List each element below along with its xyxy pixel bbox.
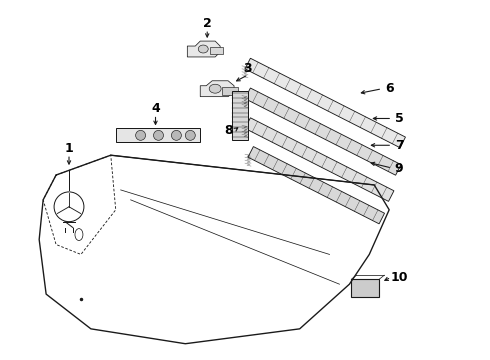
Polygon shape [351,279,379,297]
Circle shape [153,130,164,140]
Polygon shape [245,58,405,148]
Polygon shape [245,88,401,175]
Polygon shape [187,41,220,57]
Circle shape [136,130,146,140]
Text: 5: 5 [395,112,403,125]
Polygon shape [210,47,223,54]
Text: 2: 2 [203,17,212,30]
Circle shape [185,130,196,140]
Text: 9: 9 [395,162,403,175]
Text: 6: 6 [385,82,393,95]
Ellipse shape [198,45,208,53]
Ellipse shape [209,84,221,93]
Text: 4: 4 [151,102,160,115]
Polygon shape [200,81,234,96]
Circle shape [172,130,181,140]
Polygon shape [116,129,200,142]
Polygon shape [248,147,385,224]
Text: 3: 3 [244,62,252,75]
Polygon shape [222,87,238,95]
Text: 8: 8 [224,124,232,137]
Polygon shape [232,91,248,140]
Text: 7: 7 [395,139,403,152]
Text: 1: 1 [65,142,74,155]
Polygon shape [245,118,394,201]
Text: 10: 10 [391,271,408,284]
